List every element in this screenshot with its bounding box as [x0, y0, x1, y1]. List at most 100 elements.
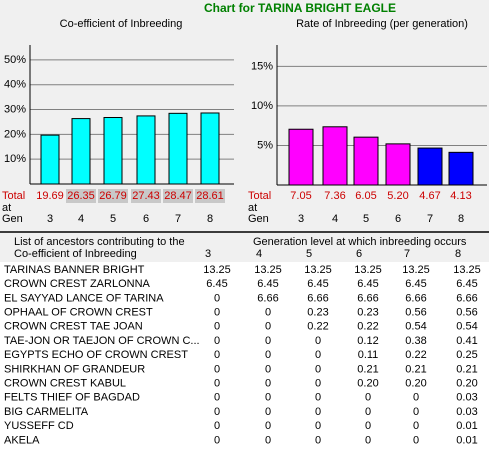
table-cell: 0 [265, 363, 271, 375]
total-label: 27.43 [132, 190, 160, 202]
table-cell: 0.21 [357, 363, 378, 375]
gen-label: 6 [395, 213, 401, 225]
table-cell: 13.25 [203, 264, 231, 276]
column-header: 3 [205, 248, 211, 260]
table-cell: 6.45 [257, 278, 278, 290]
y-tick-label: 50% [4, 54, 26, 66]
table-cell: 0 [214, 420, 220, 432]
table-cell: 0 [365, 420, 371, 432]
table-cell: 0 [214, 349, 220, 361]
ancestor-name: EL SAYYAD LANCE OF TARINA [4, 292, 164, 304]
chart-title: Co-efficient of Inbreeding [60, 18, 183, 30]
y-tick-label: 5% [257, 139, 273, 151]
table-cell: 0.23 [307, 307, 328, 319]
table-cell: 0 [214, 307, 220, 319]
bar [71, 118, 91, 185]
total-label: 26.35 [67, 190, 95, 202]
row-label: Gen [248, 213, 269, 225]
window-title: Chart for TARINA BRIGHT EAGLE [204, 1, 396, 15]
total-label: 4.13 [450, 190, 471, 202]
ancestor-name: YUSSEFF CD [4, 420, 74, 432]
total-label: 28.47 [164, 190, 192, 202]
table-cell: 0 [315, 349, 321, 361]
table-cell: 0 [315, 392, 321, 404]
table-cell: 0.12 [357, 335, 378, 347]
table-cell: 0 [413, 420, 419, 432]
bar [353, 136, 379, 186]
ancestor-name: SHIRKHAN OF GRANDEUR [4, 363, 145, 375]
y-tick-label: 10% [251, 100, 273, 112]
table-cell: 0 [214, 378, 220, 390]
bar [385, 143, 411, 186]
table-cell: 0 [214, 321, 220, 333]
gen-label: 3 [47, 213, 53, 225]
table-cell: 0.03 [456, 406, 477, 418]
ancestor-name: EGYPTS ECHO OF CROWN CREST [4, 349, 188, 361]
table-cell: 0 [315, 406, 321, 418]
table-cell: 0.22 [405, 349, 426, 361]
list-header: List of ancestors contributing to the [14, 236, 185, 248]
table-cell: 0.20 [456, 378, 477, 390]
ancestor-name: FELTS THIEF OF BAGDAD [4, 392, 140, 404]
table-cell: 13.25 [254, 264, 282, 276]
table-cell: 13.25 [453, 264, 481, 276]
table-cell: 0.01 [456, 434, 477, 446]
label-highlight [163, 189, 193, 203]
gen-label: 7 [427, 213, 433, 225]
table-cell: 0 [265, 321, 271, 333]
ancestor-name: TARINAS BANNER BRIGHT [4, 264, 145, 276]
table-cell: 0 [265, 392, 271, 404]
total-label: 6.05 [355, 190, 376, 202]
table-cell: 0 [265, 349, 271, 361]
total-label: 19.69 [36, 190, 64, 202]
table-cell: 0.22 [357, 321, 378, 333]
label-highlight [131, 189, 161, 203]
y-tick-label: 10% [4, 153, 26, 165]
bar [417, 147, 443, 186]
generation-header: Generation level at which inbreeding occ… [253, 236, 467, 248]
column-header: 7 [404, 248, 410, 260]
column-header: 8 [455, 248, 461, 260]
table-cell: 0 [265, 335, 271, 347]
table-cell: 0 [365, 434, 371, 446]
table-cell: 0.25 [456, 349, 477, 361]
table-cell: 6.66 [307, 292, 328, 304]
table-cell: 0 [214, 292, 220, 304]
bar [200, 112, 220, 185]
table-cell: 0.54 [405, 321, 426, 333]
table-cell: 6.45 [405, 278, 426, 290]
table-cell: 0.21 [405, 363, 426, 375]
label-highlight [98, 189, 128, 203]
table-cell: 0 [214, 335, 220, 347]
total-label: 5.20 [387, 190, 408, 202]
ancestor-name: AKELA [4, 434, 40, 446]
table-cell: 13.25 [402, 264, 430, 276]
table-cell: 13.25 [304, 264, 332, 276]
table-cell: 0.21 [456, 363, 477, 375]
table-cell: 0 [413, 434, 419, 446]
table-cell: 0 [365, 392, 371, 404]
table-cell: 0 [214, 406, 220, 418]
table-cell: 6.45 [357, 278, 378, 290]
table-cell: 0.56 [405, 307, 426, 319]
table-cell: 0 [265, 307, 271, 319]
table-cell: 0 [315, 335, 321, 347]
table-cell: 6.66 [357, 292, 378, 304]
table-panel [0, 262, 489, 454]
row-label: at [248, 202, 257, 214]
ancestor-name: CROWN CREST TAE JOAN [4, 321, 143, 333]
row-label: at [2, 202, 11, 214]
table-cell: 0 [315, 434, 321, 446]
table-cell: 0 [315, 420, 321, 432]
table-cell: 0.20 [357, 378, 378, 390]
gen-label: 8 [207, 213, 213, 225]
bar [168, 112, 188, 185]
table-cell: 0 [265, 420, 271, 432]
bar [136, 115, 156, 185]
column-header: 4 [256, 248, 262, 260]
table-cell: 0 [265, 434, 271, 446]
label-highlight [195, 189, 225, 203]
row-label: Total [248, 190, 271, 202]
table-cell: 0.23 [357, 307, 378, 319]
